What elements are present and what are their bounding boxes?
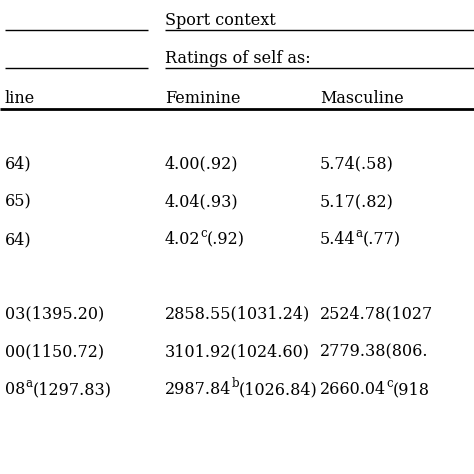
Text: 2858.55(1031.24): 2858.55(1031.24): [165, 305, 310, 322]
Text: 08: 08: [5, 381, 26, 398]
Text: Feminine: Feminine: [165, 90, 240, 107]
Text: 2987.84: 2987.84: [165, 381, 231, 398]
Text: 2524.78(1027: 2524.78(1027: [320, 305, 433, 322]
Text: 4.00(.92): 4.00(.92): [165, 155, 238, 172]
Text: 64): 64): [5, 231, 32, 248]
Text: line: line: [5, 90, 35, 107]
Text: (.77): (.77): [363, 231, 401, 248]
Text: Sport context: Sport context: [165, 12, 276, 29]
Text: 5.17(.82): 5.17(.82): [320, 193, 394, 210]
Text: 00(1150.72): 00(1150.72): [5, 343, 104, 360]
Text: (918: (918: [393, 381, 430, 398]
Text: 5.44: 5.44: [320, 231, 356, 248]
Text: 4.02: 4.02: [165, 231, 201, 248]
Text: 64): 64): [5, 155, 32, 172]
Text: (.92): (.92): [207, 231, 245, 248]
Text: a: a: [356, 227, 363, 240]
Text: a: a: [26, 377, 32, 390]
Text: (1297.83): (1297.83): [32, 381, 111, 398]
Text: 65): 65): [5, 193, 32, 210]
Text: c: c: [386, 377, 393, 390]
Text: 5.74(.58): 5.74(.58): [320, 155, 394, 172]
Text: 3101.92(1024.60): 3101.92(1024.60): [165, 343, 310, 360]
Text: 4.04(.93): 4.04(.93): [165, 193, 238, 210]
Text: 2779.38(806.: 2779.38(806.: [320, 343, 428, 360]
Text: Masculine: Masculine: [320, 90, 404, 107]
Text: b: b: [231, 377, 239, 390]
Text: (1026.84): (1026.84): [239, 381, 318, 398]
Text: Ratings of self as:: Ratings of self as:: [165, 50, 310, 67]
Text: 03(1395.20): 03(1395.20): [5, 305, 104, 322]
Text: 2660.04: 2660.04: [320, 381, 386, 398]
Text: c: c: [201, 227, 207, 240]
